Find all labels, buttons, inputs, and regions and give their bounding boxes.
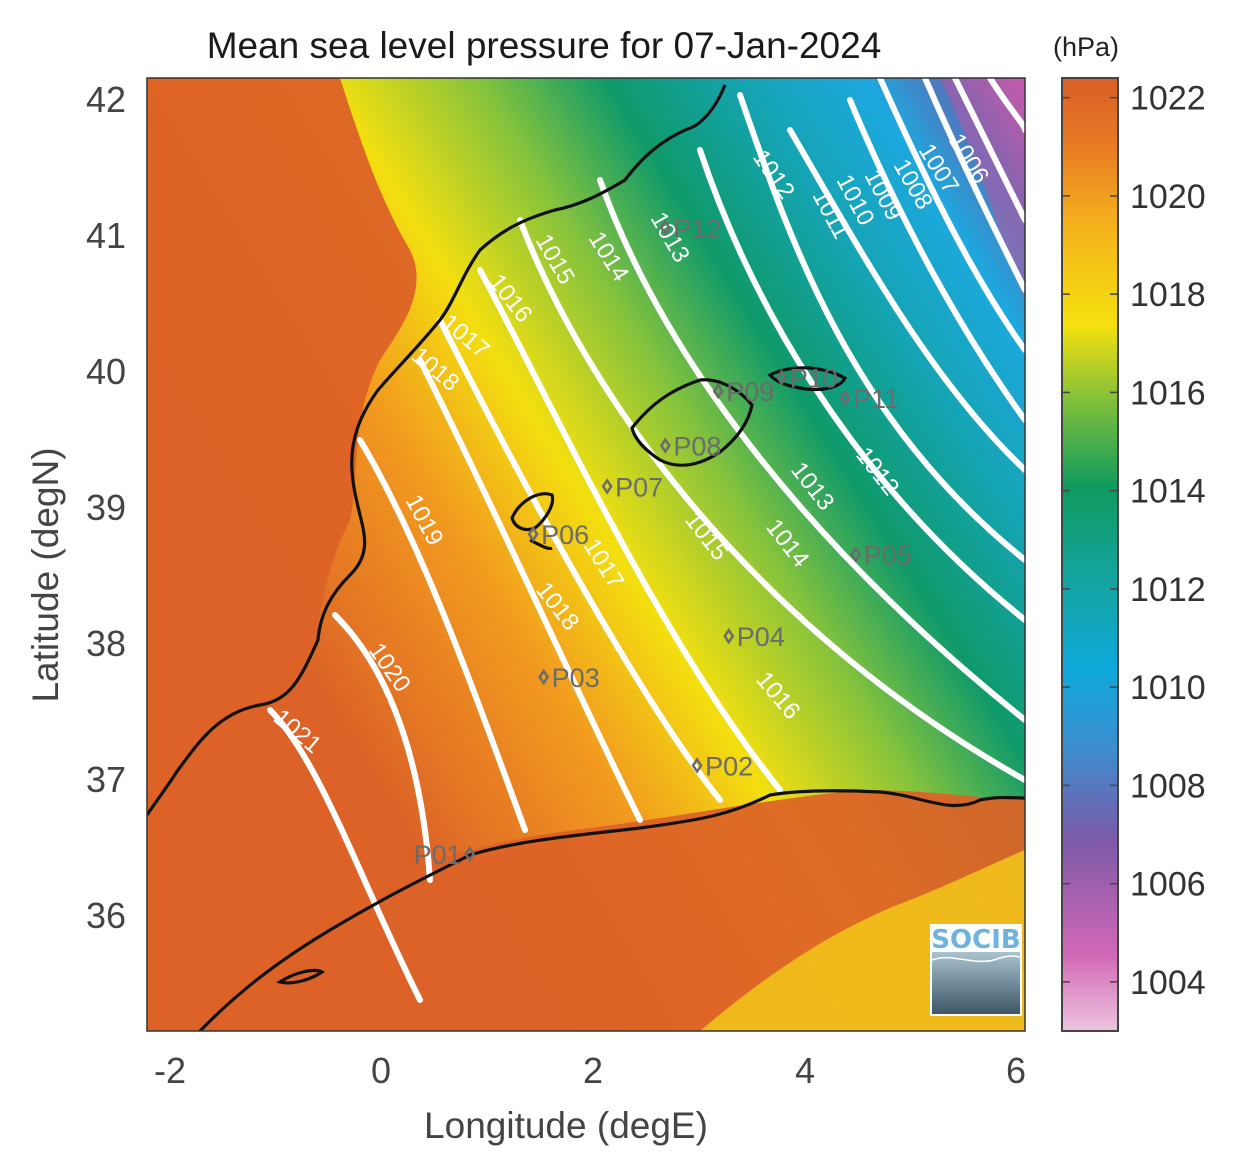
colorbar-tick-label: 1014	[1130, 473, 1206, 511]
x-tick-label: -2	[154, 1050, 186, 1091]
x-tick-label: 6	[1006, 1050, 1026, 1091]
y-axis: 42 41 40 39 38 37 36 Latitude (degN)	[25, 79, 126, 936]
logo-text: SOCIB	[931, 925, 1020, 955]
x-axis: -2 0 2 4 6 Longitude (degE)	[154, 1050, 1026, 1146]
plot-title: Mean sea level pressure for 07-Jan-2024	[207, 25, 882, 66]
station-label-p01: P01	[414, 840, 462, 870]
y-tick-label: 37	[86, 759, 126, 800]
colorbar-scale	[1061, 77, 1119, 1032]
y-tick-label: 39	[86, 487, 126, 528]
colorbar-tick-label: 1016	[1130, 374, 1206, 412]
colorbar-tick-label: 1006	[1130, 866, 1206, 904]
ibiza-outline	[510, 492, 555, 532]
colorbar-tick-label: 1010	[1130, 669, 1206, 707]
socib-logo: SOCIB	[930, 924, 1022, 1016]
x-tick-label: 4	[795, 1050, 815, 1091]
logo-wave-line	[931, 955, 1021, 963]
isobars	[267, 78, 1025, 1003]
station-label-p11: P11	[853, 384, 899, 414]
colorbar-tick-label: 1012	[1130, 571, 1206, 609]
station-label-p08: P08	[673, 432, 721, 462]
station-marker-p05	[850, 546, 862, 563]
x-axis-label: Longitude (degE)	[424, 1105, 708, 1146]
y-tick-label: 38	[86, 623, 126, 664]
station-label-p06: P06	[541, 520, 589, 550]
alboran-island-outline	[276, 968, 326, 985]
land-iberia	[147, 78, 417, 810]
iberia-coastline	[147, 84, 727, 816]
map-area: 1006 1007 1008 1009 1010 1011 1012 1013 …	[147, 78, 1025, 1031]
station-marker-p09	[712, 382, 724, 400]
y-tick-label: 36	[86, 895, 126, 936]
colorbar-ticks: 1022 1020 1018 1016 1014 1012 1010 1008 1006 1004	[1062, 80, 1206, 1002]
station-marker-p12	[659, 219, 671, 237]
station-marker-p08	[659, 437, 671, 454]
x-tick-label: 0	[371, 1050, 391, 1091]
colorbar-tick-label: 1020	[1130, 178, 1206, 216]
mallorca-outline	[630, 378, 754, 467]
station-marker-p07	[601, 478, 613, 495]
y-axis-label: Latitude (degN)	[25, 447, 66, 702]
station-label-p12: P12	[673, 214, 721, 244]
station-marker-p10	[776, 369, 788, 386]
station-label-p02: P02	[705, 752, 753, 782]
station-label-p04: P04	[737, 622, 785, 652]
y-tick-label: 42	[86, 79, 126, 120]
colorbar-unit: (hPa)	[1053, 32, 1119, 62]
station-marker-p06	[527, 525, 539, 543]
station-marker-p11	[839, 389, 851, 407]
y-tick-label: 40	[86, 351, 126, 392]
station-marker-p04	[723, 627, 735, 645]
station-label-p05: P05	[864, 541, 912, 571]
low-pressure-core	[940, 78, 1025, 300]
logo-wave-image	[932, 952, 1020, 1014]
station-label-p10: P10	[790, 364, 838, 394]
africa-coastline	[198, 789, 1025, 1031]
station-marker-p01	[464, 845, 476, 863]
plot-frame	[146, 77, 1026, 1032]
colorbar-tick-label: 1004	[1130, 964, 1206, 1002]
station-marker-p03	[538, 668, 550, 686]
colorbar-tick-label: 1018	[1130, 276, 1206, 314]
station-marker-p02	[691, 757, 703, 774]
station-label-p09: P09	[726, 377, 774, 407]
menorca-outline	[767, 366, 848, 392]
colorbar-tick-label: 1008	[1130, 767, 1206, 805]
x-tick-label: 2	[583, 1050, 603, 1091]
colorbar: 1022 1020 1018 1016 1014 1012 1010 1008 1006 1004	[1061, 77, 1206, 1032]
colorbar-tick-label: 1022	[1130, 80, 1206, 118]
station-label-p07: P07	[615, 472, 663, 502]
station-label-p03: P03	[552, 663, 600, 693]
y-tick-label: 41	[86, 215, 126, 256]
